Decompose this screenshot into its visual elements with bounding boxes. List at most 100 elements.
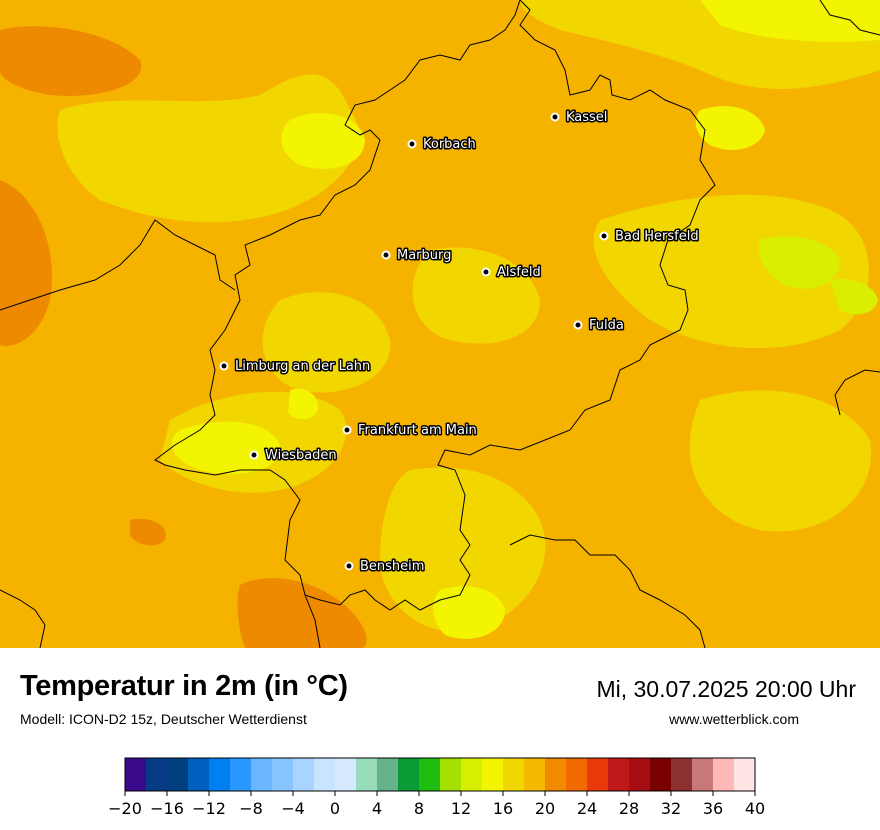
temperature-region [281,112,365,169]
color-scale-tick-label: −12 [192,799,226,818]
city-marker: Marburg [381,247,453,265]
temperature-region [689,390,872,532]
color-scale-tick-label: 0 [330,799,340,818]
color-scale-cell [461,758,483,791]
city-marker: Wiesbaden [249,447,338,465]
color-scale: −20 −16 −12 −8 −4 0 4 8 12 16 20 24 28 32 36 40 [108,757,765,818]
color-scale-cell [314,758,336,791]
temperature-region [412,247,540,344]
city-dot [550,112,560,122]
city-marker: Korbach [407,136,477,154]
city-marker: Limburg an der Lahn [219,358,372,376]
temperature-region [130,518,166,546]
color-scale-tick-label: 24 [577,799,597,818]
color-scale-cell [209,758,231,791]
temperature-region [830,278,878,315]
color-scale-tick-label: 8 [414,799,424,818]
city-label: Kassel [566,110,607,125]
footer: Temperatur in 2m (in °C) Modell: ICON-D2… [0,648,880,830]
color-scale-cell [230,758,252,791]
city-label: Frankfurt am Main [358,423,477,438]
color-scale-tick-label: 28 [619,799,639,818]
state-borders [0,0,880,648]
west-border [0,219,236,311]
temperature-region [262,292,391,393]
color-scale-cell [398,758,420,791]
color-scale-cell [503,758,525,791]
color-scale-tick-label: 12 [451,799,471,818]
city-dot [344,561,354,571]
color-scale-tick-label: 16 [493,799,513,818]
color-scale-cell [650,758,672,791]
city-dot [381,250,391,260]
color-scale-tick-label: 40 [745,799,765,818]
temperature-region [695,106,765,150]
city-label: Wiesbaden [265,448,337,463]
city-marker: Bensheim [344,558,426,576]
color-scale-cell [356,758,378,791]
color-scale-cell [713,758,735,791]
model-info: Modell: ICON-D2 15z, Deutscher Wetterdie… [20,711,307,727]
temperature-region [237,578,367,648]
color-scale-tick-label: 4 [372,799,382,818]
chart-title: Temperatur in 2m (in °C) [20,670,348,702]
palatinate-border [304,594,321,648]
color-scale-cell [293,758,315,791]
temperature-region [380,467,546,632]
temperature-region [57,74,359,223]
city-dot [407,139,417,149]
color-scale-outline [124,757,756,792]
color-scale-cell [692,758,714,791]
temperature-regions [0,0,880,648]
color-scale-tick-label: −20 [108,799,142,818]
color-scale-cell [545,758,567,791]
website-link[interactable]: www.wetterblick.com [669,711,799,727]
color-scale-cell [335,758,357,791]
city-marker: Kassel [550,109,609,127]
city-markers: Kassel Korbach Bad Hersfeld Marburg Alsfeld F… [219,109,700,576]
color-scale-cell [377,758,399,791]
city-dot [599,231,609,241]
color-scale-cell [419,758,441,791]
color-scale-cell [272,758,294,791]
north-border [819,0,880,36]
temperature-map: Kassel Korbach Bad Hersfeld Marburg Alsfeld F… [0,0,880,648]
temperature-region [593,194,869,349]
city-label: Korbach [423,137,476,152]
city-dot [481,267,491,277]
color-scale-cell [587,758,609,791]
color-scale-cell [482,758,504,791]
city-label: Marburg [397,248,451,263]
color-scale-cell [734,758,756,791]
color-scale-tick-label: −16 [150,799,184,818]
southeast-border [509,534,706,648]
city-dot [573,320,583,330]
city-label: Fulda [589,318,624,333]
color-scale-cell [671,758,693,791]
city-label: Limburg an der Lahn [235,359,370,374]
color-scale-cell [608,758,630,791]
city-dot [342,425,352,435]
color-scale-cell [167,758,189,791]
color-scale-cell [125,758,147,791]
color-scale-tick-label: −8 [239,799,263,818]
city-marker: Bad Hersfeld [599,228,700,246]
temperature-region [433,586,505,639]
hesse-border [154,0,716,611]
color-scale-tick-label: 32 [661,799,681,818]
color-scale-cell [440,758,462,791]
city-label: Bensheim [360,559,424,574]
city-marker: Alsfeld [481,264,542,282]
forecast-datetime: Mi, 30.07.2025 20:00 Uhr [596,676,856,702]
color-scale-tick-label: 36 [703,799,723,818]
city-dot [219,361,229,371]
color-scale-tick-label: 20 [535,799,555,818]
city-label: Alsfeld [497,265,541,280]
southwest-border [0,589,46,648]
city-marker: Fulda [573,317,625,335]
color-scale-cell [629,758,651,791]
temperature-region [0,180,52,347]
color-scale-cell [146,758,168,791]
color-scale-cell [524,758,546,791]
color-scale-cell [251,758,273,791]
